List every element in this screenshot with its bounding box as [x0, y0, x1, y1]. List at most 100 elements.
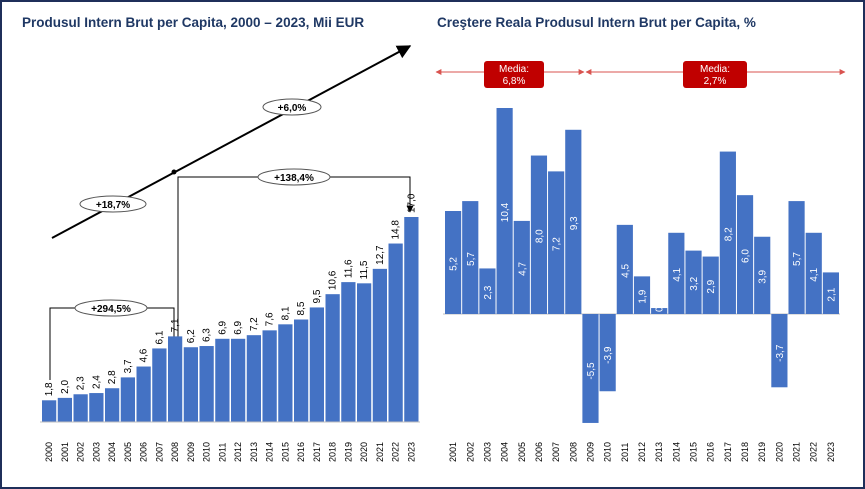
left-year-label: 2011 — [217, 443, 227, 462]
right-bar-2008 — [565, 129, 582, 314]
left-year-label: 2006 — [139, 442, 149, 462]
left-bar-2002 — [73, 394, 88, 422]
right-value-label: 4,7 — [517, 262, 528, 276]
right-value-labels: 5,2 5,7 2,3 10,4 4,7 8,0 7,2 9,3 -5,5 -3,9 4,5 1,9 0… — [449, 202, 838, 379]
left-bar-2014 — [262, 330, 277, 422]
right-year-label: 2001 — [448, 442, 458, 462]
left-year-label: 2016 — [296, 442, 306, 462]
left-bar-2004 — [105, 388, 120, 422]
right-value-label: 3,9 — [758, 269, 769, 283]
left-bar-2012 — [231, 338, 246, 422]
right-bar-2017 — [719, 151, 736, 314]
left-value-labels: 1,8 2,0 2,3 2,4 2,8 3,7 4,6 6,1 7,1 6,2 6,3 6,9 6,9 7… — [44, 193, 417, 396]
right-year-label: 2004 — [500, 442, 510, 462]
left-chart-title: Produsul Intern Brut per Capita, 2000 – … — [22, 15, 364, 30]
right-year-label: 2019 — [757, 442, 767, 462]
right-year-label: 2006 — [534, 442, 544, 462]
right-bar-2021 — [788, 201, 805, 314]
right-value-label: 4,1 — [809, 267, 820, 281]
right-value-label: 6,0 — [741, 249, 752, 263]
left-year-label: 2004 — [107, 442, 117, 462]
right-bar-2001 — [445, 211, 462, 314]
right-year-label: 2005 — [517, 442, 527, 462]
right-value-label: 9,3 — [569, 216, 580, 230]
left-bar-2009 — [183, 347, 198, 422]
right-bar-2004 — [496, 108, 513, 314]
right-bar-2019 — [754, 236, 771, 314]
right-year-label: 2015 — [689, 442, 699, 462]
right-bar-2020 — [771, 314, 788, 388]
right-value-label: 2,3 — [483, 285, 494, 299]
media-2-value: 2,7% — [704, 76, 727, 87]
left-bar-2020 — [357, 283, 372, 422]
left-value-label: 12,7 — [375, 245, 386, 265]
left-value-label: 1,8 — [44, 382, 55, 396]
right-year-label: 2002 — [465, 442, 475, 462]
right-bar-2022 — [805, 232, 822, 314]
left-bar-2018 — [325, 294, 340, 422]
media-1-label: Media: — [499, 64, 529, 75]
right-value-label: 7,2 — [552, 237, 563, 251]
right-year-label: 2003 — [482, 442, 492, 462]
right-value-label: 3,2 — [689, 276, 700, 290]
annotation-138-bubble: +138,4% — [257, 168, 331, 186]
right-value-label: 5,7 — [792, 252, 803, 266]
right-bar-2002 — [462, 201, 479, 314]
left-bars — [42, 217, 419, 422]
left-year-label: 2017 — [312, 442, 322, 462]
left-bar-2016 — [294, 319, 309, 422]
right-value-label: -5,5 — [586, 362, 597, 380]
left-year-label: 2012 — [233, 442, 243, 462]
right-year-label: 2013 — [654, 442, 664, 462]
right-value-label: 2,9 — [706, 279, 717, 293]
left-value-label: 8,1 — [280, 306, 291, 320]
left-year-label: 2023 — [406, 442, 416, 462]
left-year-label: 2008 — [170, 442, 180, 462]
left-year-label: 2005 — [123, 442, 133, 462]
annotation-6-label: +6,0% — [278, 103, 307, 114]
annotation-294-bubble: +294,5% — [74, 299, 148, 317]
right-year-label: 2020 — [774, 442, 784, 462]
right-value-label: 8,2 — [723, 227, 734, 241]
left-bar-2021 — [372, 268, 387, 422]
trend-midpoint — [171, 169, 177, 175]
left-value-label: 8,5 — [296, 301, 307, 315]
left-year-label: 2021 — [375, 442, 385, 462]
left-bar-2003 — [89, 393, 104, 422]
right-year-label: 2017 — [723, 442, 733, 462]
annotation-294-label: +294,5% — [91, 304, 131, 315]
annotation-18-bubble: +18,7% — [79, 195, 147, 213]
left-value-label: 6,1 — [154, 330, 165, 344]
left-value-label: 6,3 — [202, 328, 213, 342]
left-value-label: 6,9 — [233, 320, 244, 334]
right-bar-2011 — [616, 224, 633, 314]
right-value-label: 5,2 — [449, 257, 460, 271]
left-value-label: 7,2 — [249, 317, 260, 331]
left-year-ticks: 2000 2001 2002 2003 2004 2005 2006 2007 2008 2009… — [44, 442, 416, 462]
left-value-label: 2,8 — [107, 370, 118, 384]
left-value-label: 11,5 — [359, 260, 370, 279]
left-value-label: 4,6 — [139, 348, 150, 362]
left-bar-2007 — [152, 348, 167, 422]
right-year-label: 2012 — [637, 442, 647, 462]
left-bar-2013 — [246, 335, 261, 422]
right-bar-2012 — [633, 276, 651, 314]
left-bar-2006 — [136, 366, 151, 422]
right-bar-2009 — [582, 314, 599, 423]
left-year-label: 2002 — [76, 442, 86, 462]
right-year-label: 2021 — [792, 442, 802, 462]
right-bar-2007 — [548, 171, 565, 314]
left-bar-2017 — [309, 307, 324, 422]
right-value-label: 5,7 — [466, 252, 477, 266]
right-bar-2003 — [479, 268, 496, 314]
left-year-label: 2007 — [154, 442, 164, 462]
right-year-label: 2007 — [551, 442, 561, 462]
right-bar-2013 — [651, 308, 668, 314]
annotation-18-label: +18,7% — [96, 200, 130, 211]
left-value-label: 9,5 — [312, 289, 323, 303]
right-value-label: 8,0 — [534, 229, 545, 243]
right-bar-2023 — [822, 272, 839, 314]
right-value-label: 1,9 — [638, 289, 649, 303]
annotation-138-label: +138,4% — [274, 173, 314, 184]
